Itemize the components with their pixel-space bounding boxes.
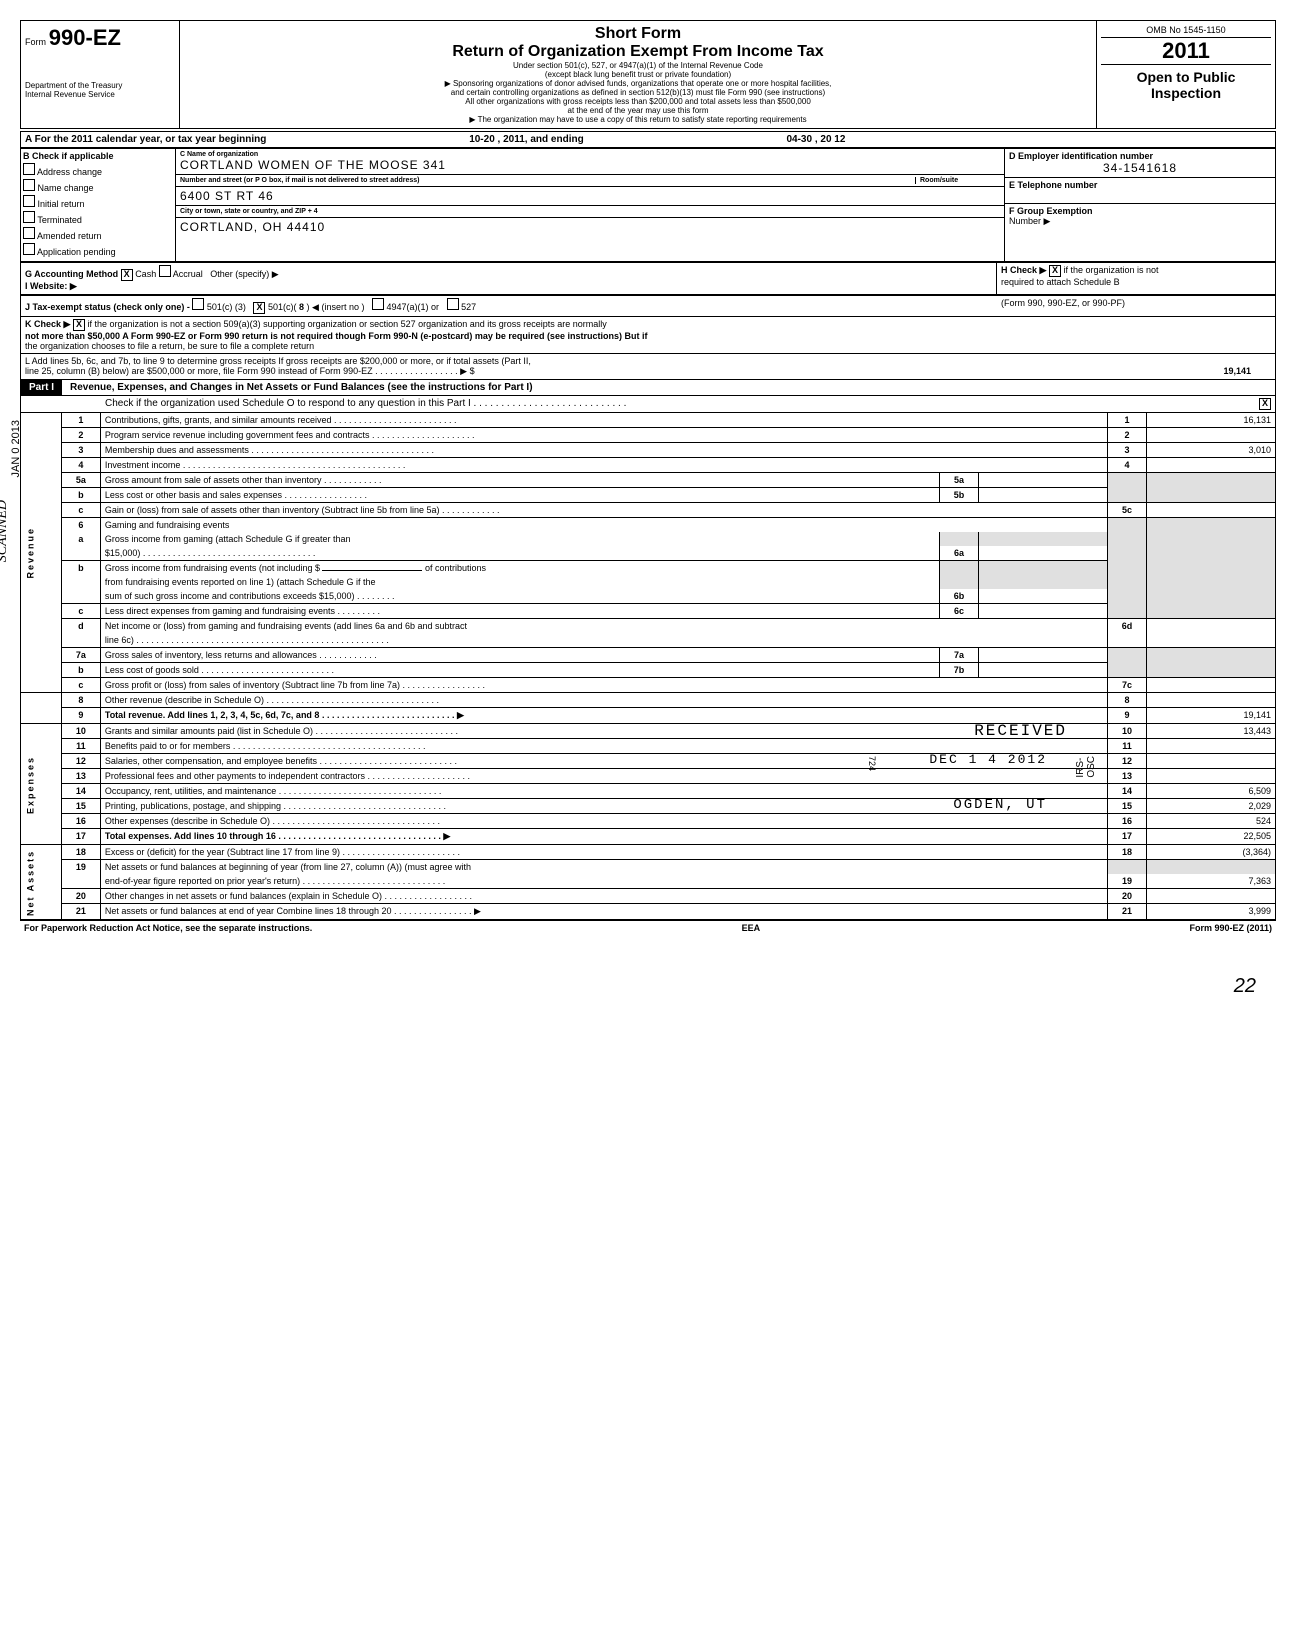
scanned-label: SCANNED bbox=[0, 500, 11, 562]
tax-year: 2011 bbox=[1101, 38, 1271, 64]
check-initial[interactable]: Initial return bbox=[23, 195, 173, 209]
label-e: E Telephone number bbox=[1009, 180, 1271, 190]
check-501c3[interactable] bbox=[192, 298, 204, 310]
label-net-assets: Net Assets bbox=[21, 845, 62, 920]
street-address: 6400 ST RT 46 bbox=[180, 189, 1000, 203]
org-info-section: B Check if applicable Address change Nam… bbox=[20, 148, 1276, 262]
return-title: Return of Organization Exempt From Incom… bbox=[184, 43, 1092, 61]
footer-form: Form 990-EZ (2011) bbox=[1189, 923, 1272, 933]
check-schedule-o[interactable]: X bbox=[1259, 398, 1271, 410]
label-c: C Name of organization bbox=[180, 151, 1000, 158]
stamp-irs: IRS-OSC bbox=[1075, 756, 1097, 778]
stamp-ogden: OGDEN, UT bbox=[953, 797, 1047, 813]
ein: 34-1541618 bbox=[1009, 161, 1271, 175]
check-pending[interactable]: Application pending bbox=[23, 243, 173, 257]
line3-amount: 3,010 bbox=[1147, 443, 1276, 458]
paperwork-notice: For Paperwork Reduction Act Notice, see … bbox=[24, 923, 312, 933]
form-number: 990-EZ bbox=[49, 25, 121, 50]
other-orgs: All other organizations with gross recei… bbox=[184, 97, 1092, 106]
stamp-724: 724 bbox=[867, 756, 877, 771]
row-g-h: G Accounting Method X Cash Accrual Other… bbox=[20, 262, 1276, 295]
section-a: A For the 2011 calendar year, or tax yea… bbox=[20, 131, 1276, 148]
check-527[interactable] bbox=[447, 298, 459, 310]
form-header: Form 990-EZ Department of the Treasury I… bbox=[20, 20, 1276, 129]
check-terminated[interactable]: Terminated bbox=[23, 211, 173, 225]
line17-amount: 22,505 bbox=[1147, 829, 1276, 845]
controlling: and certain controlling organizations as… bbox=[184, 88, 1092, 97]
label-revenue: Revenue bbox=[21, 413, 62, 693]
check-h[interactable]: X bbox=[1049, 265, 1061, 277]
line19-amount: 7,363 bbox=[1147, 874, 1276, 889]
check-cash[interactable]: X bbox=[121, 269, 133, 281]
inspection: Inspection bbox=[1101, 85, 1271, 101]
check-address[interactable]: Address change bbox=[23, 163, 173, 177]
line21-amount: 3,999 bbox=[1147, 904, 1276, 920]
check-501c[interactable]: X bbox=[253, 302, 265, 314]
check-4947[interactable] bbox=[372, 298, 384, 310]
section-b-header: B Check if applicable bbox=[23, 151, 173, 161]
at-end: at the end of the year may use this form bbox=[184, 106, 1092, 115]
line14-amount: 6,509 bbox=[1147, 784, 1276, 799]
short-form-title: Short Form bbox=[184, 25, 1092, 43]
part1-header: Part I bbox=[21, 380, 62, 395]
line10-amount: 13,443 bbox=[1147, 724, 1276, 739]
open-public: Open to Public bbox=[1101, 69, 1271, 85]
check-amended[interactable]: Amended return bbox=[23, 227, 173, 241]
org-name: CORTLAND WOMEN OF THE MOOSE 341 bbox=[180, 158, 1000, 172]
check-k[interactable]: X bbox=[73, 319, 85, 331]
line1-amount: 16,131 bbox=[1147, 413, 1276, 428]
row-l: L Add lines 5b, 6c, and 7b, to line 9 to… bbox=[20, 354, 1276, 380]
footer-eea: EEA bbox=[742, 923, 761, 933]
revenue-table: Revenue 1 Contributions, gifts, grants, … bbox=[20, 413, 1276, 920]
sponsor: ▶ Sponsoring organizations of donor advi… bbox=[184, 79, 1092, 88]
stamp-received: RECEIVED bbox=[974, 722, 1067, 740]
label-city: City or town, state or country, and ZIP … bbox=[180, 208, 1000, 215]
footer: For Paperwork Reduction Act Notice, see … bbox=[20, 920, 1276, 935]
row-j: J Tax-exempt status (check only one) - 5… bbox=[20, 295, 1276, 317]
omb-number: OMB No 1545-1150 bbox=[1101, 25, 1271, 38]
city-state-zip: CORTLAND, OH 44410 bbox=[180, 220, 1000, 234]
page-number: 22 bbox=[20, 975, 1276, 998]
except: (except black lung benefit trust or priv… bbox=[184, 70, 1092, 79]
line18-amount: (3,364) bbox=[1147, 845, 1276, 860]
stamp-date: DEC 1 4 2012 bbox=[929, 752, 1047, 767]
line9-amount: 19,141 bbox=[1147, 708, 1276, 724]
label-d: D Employer identification number bbox=[1009, 151, 1271, 161]
may-have: ▶ The organization may have to use a cop… bbox=[184, 115, 1092, 124]
row-k: K Check ▶ X if the organization is not a… bbox=[20, 317, 1276, 354]
check-name[interactable]: Name change bbox=[23, 179, 173, 193]
line16-amount: 524 bbox=[1147, 814, 1276, 829]
label-i: I Website: ▶ bbox=[25, 281, 77, 291]
label-f: F Group Exemption bbox=[1009, 206, 1271, 216]
dept-treasury: Department of the Treasury bbox=[25, 81, 175, 90]
under-section: Under section 501(c), 527, or 4947(a)(1)… bbox=[184, 61, 1092, 70]
check-accrual[interactable] bbox=[159, 265, 171, 277]
label-street: Number and street (or P O box, if mail i… bbox=[180, 177, 915, 184]
form-prefix: Form bbox=[25, 37, 46, 47]
part1-title: Revenue, Expenses, and Changes in Net As… bbox=[62, 380, 1275, 395]
dept-irs: Internal Revenue Service bbox=[25, 90, 175, 99]
label-room: Room/suite bbox=[920, 177, 1000, 184]
line15-amount: 2,029 bbox=[1147, 799, 1276, 814]
label-expenses: Expenses bbox=[21, 724, 62, 845]
part1-check: Check if the organization used Schedule … bbox=[25, 398, 1259, 410]
label-f-number: Number ▶ bbox=[1009, 216, 1271, 227]
l-amount: 19,141 bbox=[1223, 366, 1271, 377]
